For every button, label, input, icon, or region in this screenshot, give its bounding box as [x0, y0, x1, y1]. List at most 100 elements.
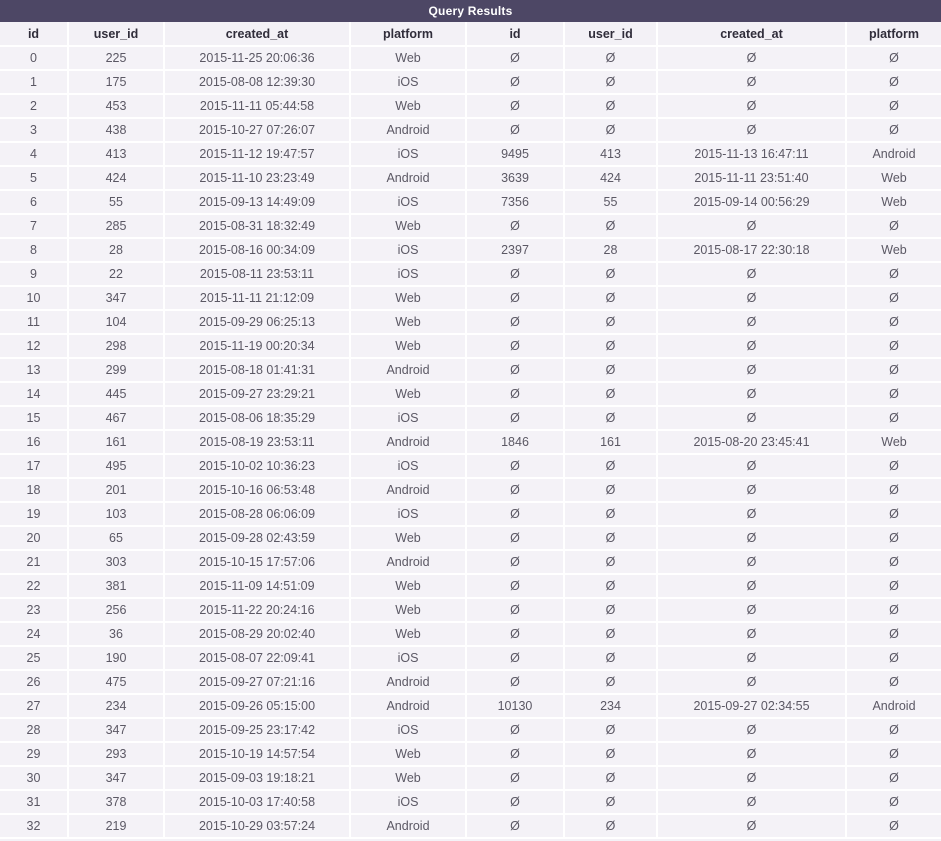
table-row: 22 381 2015-11-09 14:51:09 Web Ø Ø Ø Ø — [0, 573, 941, 599]
table-cell: 225 — [67, 45, 165, 71]
table-cell-null: Ø — [656, 573, 847, 599]
table-cell-null: Ø — [845, 93, 941, 119]
table-cell: 2015-08-31 18:32:49 — [163, 213, 351, 239]
table-cell: 2015-10-03 17:40:58 — [163, 789, 351, 815]
table-cell: 2015-10-29 03:57:24 — [163, 813, 351, 839]
table-cell: 445 — [67, 381, 165, 407]
table-cell: Web — [349, 741, 467, 767]
table-cell: 10130 — [465, 693, 565, 719]
table-cell: 9495 — [465, 141, 565, 167]
table-cell-null: Ø — [656, 357, 847, 383]
table-cell: 103 — [67, 501, 165, 527]
table-cell: 2015-08-06 18:35:29 — [163, 405, 351, 431]
table-cell: iOS — [349, 69, 467, 95]
table-cell: 6 — [0, 189, 69, 215]
table-cell-null: Ø — [465, 333, 565, 359]
table-cell-null: Ø — [845, 669, 941, 695]
table-cell: 28 — [0, 717, 69, 743]
table-cell: Android — [349, 357, 467, 383]
table-cell: 413 — [563, 141, 658, 167]
table-cell-null: Ø — [656, 501, 847, 527]
table-cell-null: Ø — [465, 813, 565, 839]
table-cell: 2397 — [465, 237, 565, 263]
table-cell: 453 — [67, 93, 165, 119]
table-cell: 2015-11-10 23:23:49 — [163, 165, 351, 191]
table-row: 23 256 2015-11-22 20:24:16 Web Ø Ø Ø Ø — [0, 597, 941, 623]
table-cell: Web — [349, 381, 467, 407]
table-cell-null: Ø — [563, 213, 658, 239]
table-cell: 2015-08-29 20:02:40 — [163, 621, 351, 647]
table-cell: 467 — [67, 405, 165, 431]
table-cell-null: Ø — [465, 789, 565, 815]
table-cell: Android — [845, 693, 941, 719]
table-cell-null: Ø — [465, 597, 565, 623]
table-cell: 2015-08-28 06:06:09 — [163, 501, 351, 527]
table-cell-null: Ø — [845, 597, 941, 623]
table-cell: 256 — [67, 597, 165, 623]
table-row: 21 303 2015-10-15 17:57:06 Android Ø Ø Ø Ø — [0, 549, 941, 575]
table-cell: 5 — [0, 165, 69, 191]
table-cell: 2015-11-09 14:51:09 — [163, 573, 351, 599]
table-cell-null: Ø — [656, 477, 847, 503]
table-row: 0 225 2015-11-25 20:06:36 Web Ø Ø Ø Ø — [0, 45, 941, 71]
table-cell-null: Ø — [845, 645, 941, 671]
table-cell: Web — [349, 45, 467, 71]
table-cell-null: Ø — [656, 453, 847, 479]
table-cell: 1 — [0, 69, 69, 95]
table-cell: 299 — [67, 357, 165, 383]
table-cell-null: Ø — [656, 213, 847, 239]
table-cell-null: Ø — [845, 309, 941, 335]
table-cell-null: Ø — [563, 405, 658, 431]
table-cell-null: Ø — [563, 573, 658, 599]
table-cell: 14 — [0, 381, 69, 407]
table-cell-null: Ø — [845, 357, 941, 383]
table-cell: 7 — [0, 213, 69, 239]
table-cell: 2015-08-18 01:41:31 — [163, 357, 351, 383]
table-cell: 15 — [0, 405, 69, 431]
table-cell-null: Ø — [656, 741, 847, 767]
table-cell: Web — [845, 429, 941, 455]
table-cell: iOS — [349, 189, 467, 215]
table-cell-null: Ø — [656, 309, 847, 335]
table-cell-null: Ø — [563, 45, 658, 71]
table-row: 25 190 2015-08-07 22:09:41 iOS Ø Ø Ø Ø — [0, 645, 941, 671]
table-row: 32 219 2015-10-29 03:57:24 Android Ø Ø Ø Ø — [0, 813, 941, 839]
column-header-platform-7: platform — [845, 22, 941, 47]
table-cell-null: Ø — [845, 621, 941, 647]
table-cell-null: Ø — [845, 789, 941, 815]
table-cell: 2015-08-20 23:45:41 — [656, 429, 847, 455]
table-cell-null: Ø — [656, 405, 847, 431]
table-cell: Web — [349, 333, 467, 359]
table-cell-null: Ø — [465, 261, 565, 287]
table-cell: 378 — [67, 789, 165, 815]
table-cell: 29 — [0, 741, 69, 767]
table-cell-null: Ø — [845, 213, 941, 239]
table-cell-null: Ø — [465, 573, 565, 599]
table-cell: 347 — [67, 285, 165, 311]
table-cell-null: Ø — [845, 501, 941, 527]
table-cell: 2015-09-25 23:17:42 — [163, 717, 351, 743]
table-cell: 1846 — [465, 429, 565, 455]
table-cell-null: Ø — [845, 549, 941, 575]
table-cell-null: Ø — [845, 117, 941, 143]
table-cell-null: Ø — [465, 213, 565, 239]
table-cell-null: Ø — [563, 789, 658, 815]
table-cell: 2015-09-29 06:25:13 — [163, 309, 351, 335]
table-cell: 2015-11-12 19:47:57 — [163, 141, 351, 167]
table-cell: 2015-08-07 22:09:41 — [163, 645, 351, 671]
table-cell: 161 — [563, 429, 658, 455]
table-cell-null: Ø — [845, 69, 941, 95]
table-cell-null: Ø — [845, 525, 941, 551]
query-results-title-bar: Query Results — [0, 0, 941, 22]
table-row: 17 495 2015-10-02 10:36:23 iOS Ø Ø Ø Ø — [0, 453, 941, 479]
table-cell-null: Ø — [465, 501, 565, 527]
table-cell-null: Ø — [465, 549, 565, 575]
table-cell: 201 — [67, 477, 165, 503]
table-cell: 2015-11-11 05:44:58 — [163, 93, 351, 119]
table-cell-null: Ø — [563, 333, 658, 359]
table-row: 13 299 2015-08-18 01:41:31 Android Ø Ø Ø Ø — [0, 357, 941, 383]
table-cell-null: Ø — [656, 621, 847, 647]
table-cell-null: Ø — [656, 597, 847, 623]
table-cell: 8 — [0, 237, 69, 263]
